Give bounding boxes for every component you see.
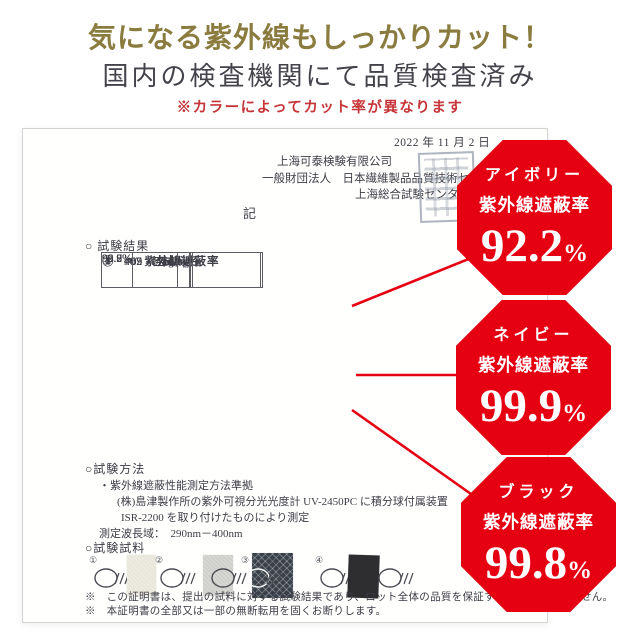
results-section-label: ○ 試験結果: [85, 239, 150, 253]
fabric-swatch-navy: [252, 553, 293, 598]
issuer-branch: 上海総合試験センター: [355, 189, 470, 201]
method-line: (株)島津製作所の紫外可視分光光度計 UV-2450PC に積分球付属装置: [117, 496, 448, 508]
badge-label: 紫外線遮蔽率: [483, 512, 594, 532]
inspection-mark-icon: ③: [241, 555, 285, 591]
badge-black: ブラック 紫外線遮蔽率 99.8%: [461, 457, 616, 612]
issuer-company: 上海可泰検験有限公司: [277, 156, 392, 168]
footnote: ※ この証明書は、提出の試料に対する試験結果であり、ロット全体の品質を保証するも…: [85, 592, 614, 603]
badge-label: 紫外線遮蔽率: [479, 195, 590, 215]
badge-value: 99.8%: [485, 536, 592, 590]
page-subtitle: 国内の検査機関にて品質検査済み: [102, 62, 538, 91]
badge-value: 92.2%: [481, 219, 588, 273]
sample-number: ④: [315, 555, 324, 565]
badge-value: 99.9%: [480, 379, 587, 433]
fabric-swatch-ivory: [127, 555, 156, 596]
certificate-date: 2022 年 11 月 2 日: [394, 137, 491, 149]
method-line: ISR-2200 を取り付けたものにより測定: [121, 512, 310, 524]
method-line: 測定波長域： 290nm－400nm: [99, 528, 243, 540]
fabric-swatch-grey: [203, 555, 233, 596]
badge-value-number: 99.9: [479, 380, 563, 432]
sample-number: ①: [89, 555, 98, 565]
inspection-mark-icon: ②: [155, 555, 199, 591]
badge-ivory: アイボリー 紫外線遮蔽率 92.2%: [457, 140, 612, 295]
memo-heading: 記: [243, 206, 259, 221]
inspection-mark-icon: [377, 561, 417, 591]
issuer-organization: 一般財団法人 日本繊維製品品質技術センター: [262, 173, 504, 185]
badge-value-unit: %: [567, 557, 593, 584]
badge-value-number: 92.2: [480, 220, 564, 272]
sample-number: ②: [155, 555, 164, 565]
badge-value-number: 99.8: [484, 537, 568, 589]
method-section-label: ○試験方法: [85, 462, 146, 476]
badge-label: 紫外線遮蔽率: [478, 355, 589, 375]
badge-value-unit: %: [562, 400, 588, 427]
badge-navy: ネイビー 紫外線遮蔽率 99.9%: [456, 300, 611, 455]
samples-section-label: ○試験試料: [85, 541, 146, 555]
sample-swatch-row: ① ② ③ ④: [23, 553, 547, 599]
page-title: 気になる紫外線もしっかりカット！: [87, 23, 552, 54]
method-line: ・紫外線遮蔽性能測定方法準拠: [99, 480, 253, 492]
badge-color-name: アイボリー: [484, 167, 585, 184]
badge-color-name: ネイビー: [493, 327, 574, 344]
sample-number: ③: [241, 555, 250, 565]
inspection-mark-icon: [210, 561, 250, 591]
footnote: ※ 本証明書の全部又は一部の無断転用を固くお断りします。: [85, 606, 387, 617]
badge-color-name: ブラック: [498, 484, 579, 501]
sample-rate: 99.8%: [101, 252, 133, 288]
badge-value-unit: %: [563, 240, 589, 267]
color-variation-note: ※カラーによってカット率が異なります: [176, 100, 464, 116]
